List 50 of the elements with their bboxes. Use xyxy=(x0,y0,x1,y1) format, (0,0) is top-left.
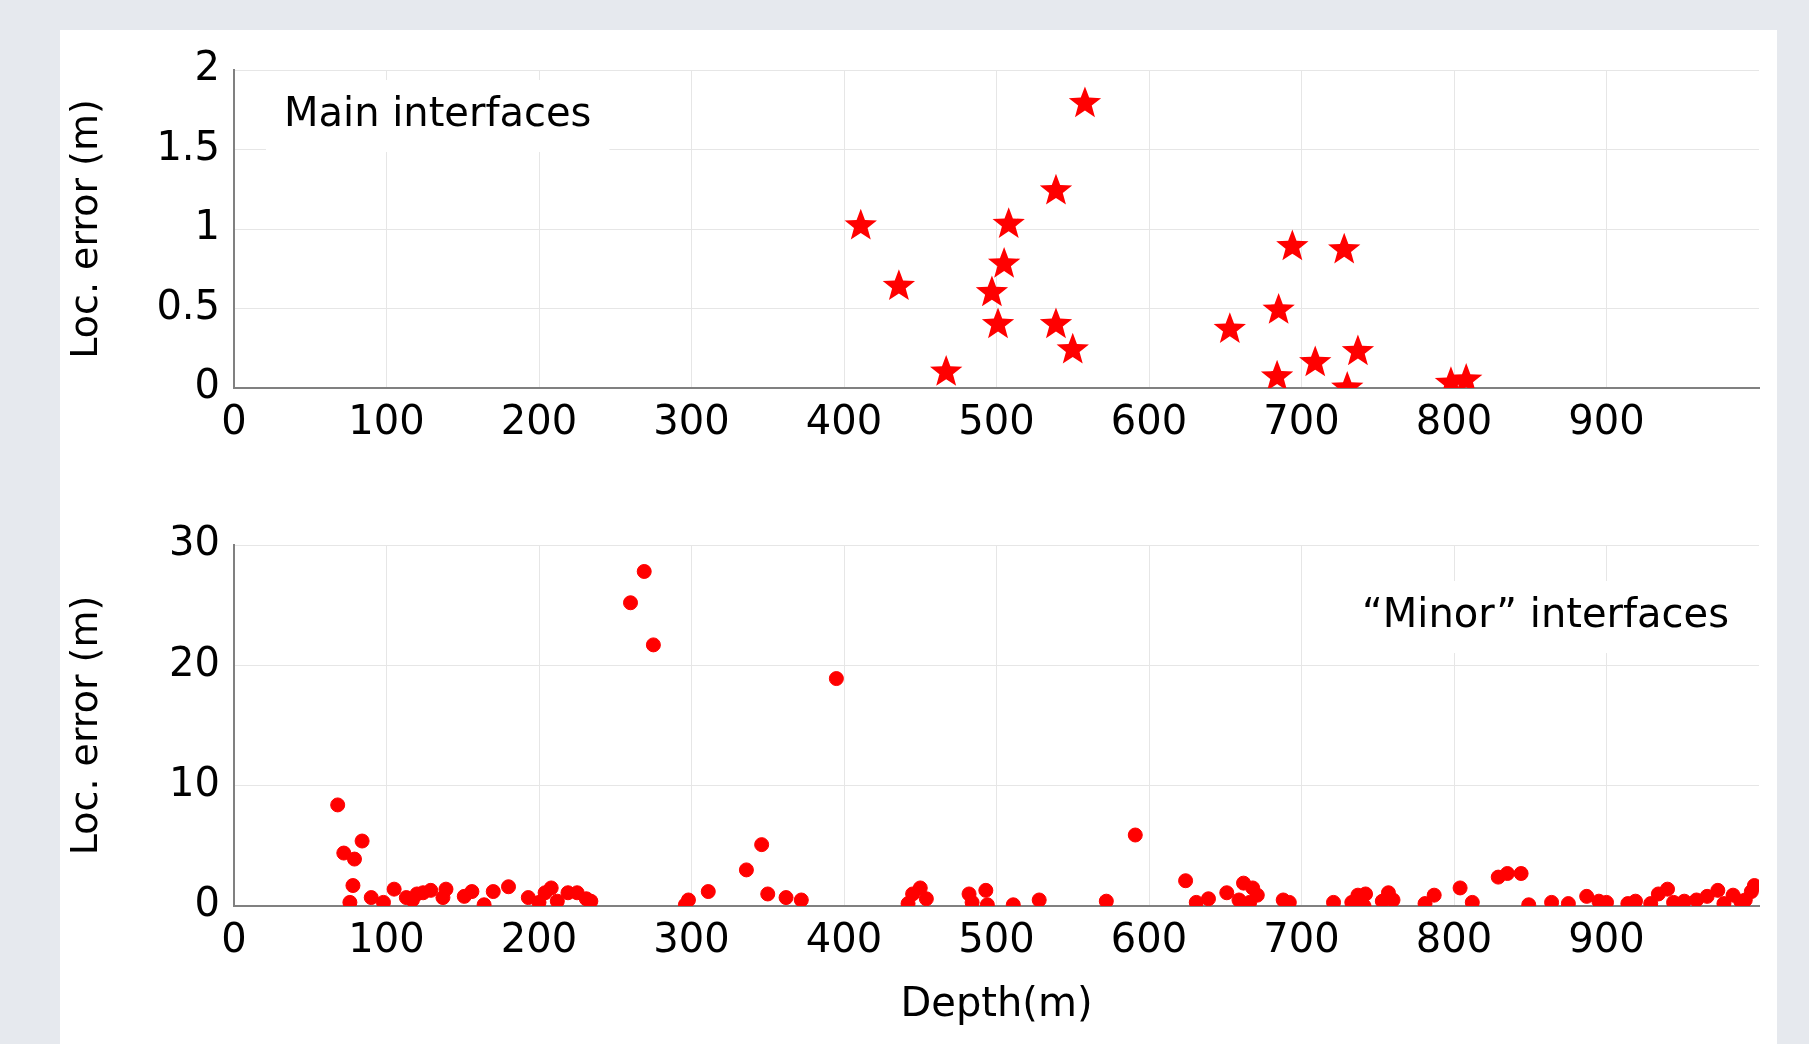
x-tick-label: 600 xyxy=(1110,915,1188,962)
x-tick-label: 100 xyxy=(348,915,425,962)
point xyxy=(1328,232,1361,264)
x-tick-label: 300 xyxy=(653,915,730,962)
point xyxy=(1299,345,1332,377)
point xyxy=(1262,293,1295,324)
annotation: Main interfaces xyxy=(284,89,592,136)
y-tick-label: 0 xyxy=(194,361,220,408)
y-axis-title: Loc. error (m) xyxy=(61,595,106,856)
x-tick-label: 200 xyxy=(500,915,578,962)
y-tick-label: 0.5 xyxy=(156,281,220,328)
y-tick-label: 30 xyxy=(169,518,220,565)
x-tick-label: 900 xyxy=(1568,915,1645,962)
x-tick-label: 400 xyxy=(805,397,883,444)
x-tick-label: 600 xyxy=(1110,397,1188,444)
annotation: “Minor” interfaces xyxy=(1362,590,1730,637)
x-axis-title: Depth(m) xyxy=(900,979,1093,1026)
point xyxy=(981,307,1015,339)
point xyxy=(1341,334,1375,366)
x-tick-label: 700 xyxy=(1263,397,1340,444)
point xyxy=(1039,173,1073,205)
x-tick-label: 900 xyxy=(1568,397,1645,444)
point xyxy=(987,246,1021,278)
point xyxy=(1039,307,1073,339)
y-axis-title: Loc. error (m) xyxy=(61,99,106,359)
x-tick-label: 700 xyxy=(1263,915,1340,962)
point xyxy=(975,275,1009,307)
y-tick-label: 2 xyxy=(194,43,220,90)
point xyxy=(930,355,963,386)
x-tick-label: 400 xyxy=(805,915,883,962)
point xyxy=(882,269,916,300)
point xyxy=(1213,312,1246,343)
point xyxy=(1276,229,1309,261)
point xyxy=(992,207,1025,238)
point xyxy=(1068,86,1102,118)
x-tick-label: 500 xyxy=(958,397,1035,444)
x-tick-label: 300 xyxy=(653,397,730,444)
x-tick-label: 800 xyxy=(1415,397,1493,444)
y-tick-label: 0 xyxy=(194,879,220,926)
y-tick-label: 1.5 xyxy=(156,122,220,169)
y-tick-label: 20 xyxy=(169,638,220,685)
x-tick-label: 800 xyxy=(1415,915,1493,962)
point xyxy=(1056,332,1089,364)
x-tick-label: 200 xyxy=(500,397,578,444)
x-tick-label: 500 xyxy=(958,915,1035,962)
x-tick-label: 100 xyxy=(348,397,425,444)
point xyxy=(844,208,877,240)
y-tick-label: 1 xyxy=(194,202,220,249)
point xyxy=(1260,359,1294,388)
y-tick-label: 10 xyxy=(169,759,220,806)
